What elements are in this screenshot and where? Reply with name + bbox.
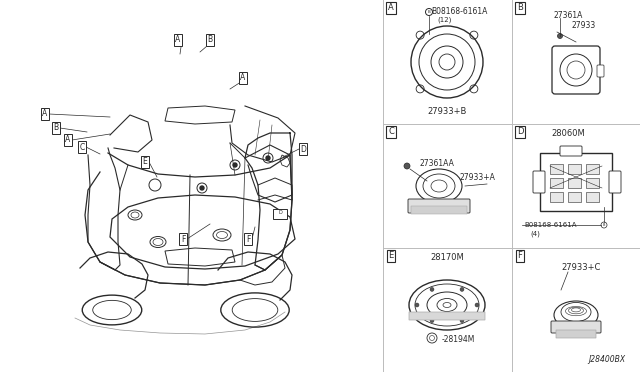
Text: B: B [517, 3, 523, 13]
FancyBboxPatch shape [533, 171, 545, 193]
Text: 28060M: 28060M [551, 129, 585, 138]
Text: E: E [143, 157, 147, 167]
Bar [550, 192, 563, 202]
Text: D: D [278, 211, 282, 215]
FancyBboxPatch shape [273, 209, 287, 219]
Bar [586, 178, 599, 188]
Circle shape [200, 186, 204, 190]
Text: B: B [53, 124, 59, 132]
Circle shape [557, 33, 563, 38]
Text: F: F [181, 234, 185, 244]
Bar [568, 178, 581, 188]
Circle shape [266, 156, 270, 160]
FancyBboxPatch shape [560, 146, 582, 156]
Circle shape [404, 163, 410, 169]
Text: 27933+B: 27933+B [428, 108, 467, 116]
Circle shape [475, 303, 479, 307]
Circle shape [460, 318, 464, 323]
Text: 27933+C: 27933+C [561, 263, 601, 273]
Text: A: A [175, 35, 180, 45]
FancyBboxPatch shape [609, 171, 621, 193]
Text: J28400BX: J28400BX [588, 355, 625, 364]
FancyBboxPatch shape [409, 312, 485, 320]
Bar [568, 164, 581, 174]
FancyBboxPatch shape [540, 153, 612, 211]
FancyBboxPatch shape [551, 321, 601, 333]
Circle shape [233, 163, 237, 167]
Circle shape [430, 288, 434, 291]
Text: E: E [388, 251, 394, 260]
Text: B: B [428, 10, 431, 14]
Text: B08168-6161A: B08168-6161A [524, 222, 577, 228]
Bar [586, 192, 599, 202]
Text: (4): (4) [530, 231, 540, 237]
Bar [586, 164, 599, 174]
FancyBboxPatch shape [597, 65, 604, 77]
Circle shape [415, 303, 419, 307]
Text: A: A [42, 109, 47, 119]
Text: C: C [79, 142, 84, 151]
FancyBboxPatch shape [556, 330, 596, 338]
Bar [568, 192, 581, 202]
Text: F: F [518, 251, 522, 260]
Text: 28170M: 28170M [430, 253, 464, 263]
Text: B08168-6161A: B08168-6161A [431, 7, 488, 16]
Text: 27933+A: 27933+A [459, 173, 495, 182]
FancyBboxPatch shape [411, 206, 467, 214]
Text: A: A [241, 74, 246, 83]
Text: B: B [603, 223, 605, 227]
Circle shape [460, 288, 464, 291]
Text: A: A [65, 135, 70, 144]
Text: C: C [388, 128, 394, 137]
FancyBboxPatch shape [552, 46, 600, 94]
Text: 27361AA: 27361AA [419, 160, 454, 169]
Text: (12): (12) [437, 17, 451, 23]
Text: F: F [246, 234, 250, 244]
Bar [550, 164, 563, 174]
Bar [550, 178, 563, 188]
Text: 27933: 27933 [572, 22, 596, 31]
Text: 27361A: 27361A [554, 12, 582, 20]
Text: B: B [207, 35, 212, 45]
Text: -28194M: -28194M [442, 336, 476, 344]
FancyBboxPatch shape [408, 199, 470, 213]
Circle shape [430, 318, 434, 323]
Text: D: D [300, 144, 306, 154]
Text: A: A [388, 3, 394, 13]
Text: D: D [516, 128, 524, 137]
